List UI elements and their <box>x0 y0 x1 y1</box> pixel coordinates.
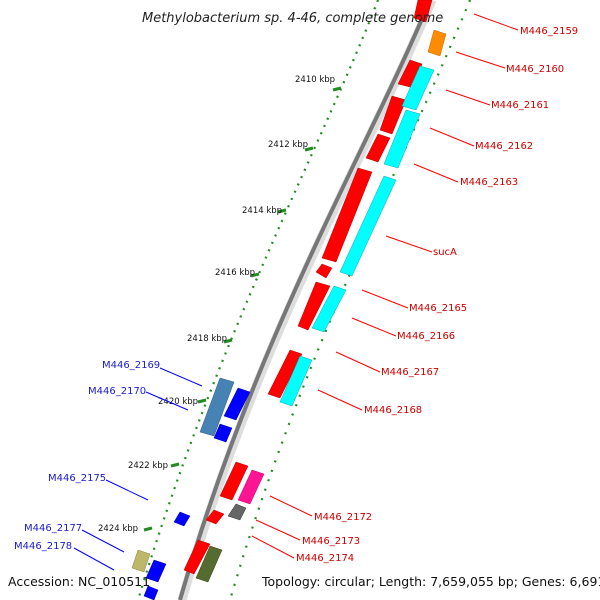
gene-magenta-2172[interactable] <box>237 469 265 505</box>
gene-label-2165[interactable]: M446_2165 <box>409 303 467 314</box>
gene-arrow-2161[interactable] <box>379 95 407 135</box>
gene-arrow-2167[interactable] <box>267 349 303 399</box>
gene-arrow-suca[interactable] <box>315 263 333 279</box>
tick-label-2414: 2414 kbp <box>242 206 282 216</box>
gene-cyan-2163[interactable] <box>339 175 397 277</box>
gene-cyan-2162[interactable] <box>383 109 421 169</box>
tick-2410 <box>332 86 342 92</box>
gene-arrow-2174[interactable] <box>183 539 211 575</box>
gene-gray-2173[interactable] <box>227 503 247 521</box>
gene-label-2167[interactable]: M446_2167 <box>381 367 439 378</box>
gene-label-2177[interactable]: M446_2177 <box>24 523 82 534</box>
tick-label-2420: 2420 kbp <box>158 397 198 407</box>
gene-label-2161[interactable]: M446_2161 <box>491 100 549 111</box>
cyan-cds <box>279 65 435 407</box>
tick-2416 <box>250 272 260 278</box>
gene-steelblue-2169[interactable] <box>199 377 235 437</box>
gene-orange-2160[interactable] <box>427 29 447 57</box>
scale-arc <box>136 0 380 600</box>
gene-blue-2177[interactable] <box>145 559 167 583</box>
accession-text: Accession: NC_010511 <box>8 574 150 589</box>
tick-label-2416: 2416 kbp <box>215 268 255 278</box>
tick-2418 <box>223 338 233 344</box>
gene-label-2160[interactable]: M446_2160 <box>506 64 564 75</box>
tick-label-2422: 2422 kbp <box>128 461 168 471</box>
gene-cyan-2168[interactable] <box>279 355 313 407</box>
gene-blue-2178[interactable] <box>143 585 159 600</box>
tick-label-2410: 2410 kbp <box>295 75 335 85</box>
tick-2420 <box>197 398 207 404</box>
gene-arrow-2159[interactable] <box>413 0 433 23</box>
gene-label-2175[interactable]: M446_2175 <box>48 473 106 484</box>
backbone-shadow <box>177 0 437 600</box>
gene-label-2174[interactable]: M446_2174 <box>296 553 354 564</box>
gene-label-2166[interactable]: M446_2166 <box>397 331 455 342</box>
inner-scale-arc <box>228 0 472 600</box>
gene-blue-2169[interactable] <box>223 387 251 421</box>
genome-summary-text: Topology: circular; Length: 7,659,055 bp… <box>261 574 600 589</box>
gene-khaki-2177[interactable] <box>131 549 151 573</box>
tick-label-2424: 2424 kbp <box>98 524 138 534</box>
tick-2412 <box>304 146 314 152</box>
tick-label-2412: 2412 kbp <box>268 140 308 150</box>
gene-label-suca[interactable]: sucA <box>433 247 457 258</box>
scale-ticks <box>143 86 342 532</box>
gene-olive-2174[interactable] <box>195 545 223 583</box>
gene-label-2162[interactable]: M446_2162 <box>475 141 533 152</box>
tick-label-2418: 2418 kbp <box>187 334 227 344</box>
gene-label-2163[interactable]: M446_2163 <box>460 177 518 188</box>
leader-lines-right <box>251 13 519 559</box>
tick-2414 <box>277 208 287 214</box>
gene-label-2178[interactable]: M446_2178 <box>14 541 72 552</box>
gene-blue-2175[interactable] <box>173 511 191 527</box>
gene-label-2173[interactable]: M446_2173 <box>302 536 360 547</box>
gene-arrow-2162[interactable] <box>365 133 391 163</box>
gene-cyan-2161[interactable] <box>401 65 435 111</box>
gene-arrow-2163[interactable] <box>321 167 373 263</box>
gene-blue-2170[interactable] <box>213 423 233 443</box>
gene-label-2168[interactable]: M446_2168 <box>364 405 422 416</box>
gene-label-2159[interactable]: M446_2159 <box>520 26 578 37</box>
leader-lines-left <box>73 367 203 571</box>
tick-2424 <box>143 526 153 532</box>
map-title: Methylobacterium sp. 4-46, complete geno… <box>142 11 443 26</box>
gene-arrow-2172[interactable] <box>219 461 249 501</box>
tick-2422 <box>170 462 180 468</box>
gene-arrow-2173-red[interactable] <box>205 509 225 525</box>
gene-label-2169[interactable]: M446_2169 <box>102 360 160 371</box>
backbone <box>178 0 432 600</box>
gene-arrow-2165[interactable] <box>297 281 331 331</box>
gene-label-2172[interactable]: M446_2172 <box>314 512 372 523</box>
gene-label-2170[interactable]: M446_2170 <box>88 386 146 397</box>
gene-cyan-2166[interactable] <box>311 285 347 333</box>
